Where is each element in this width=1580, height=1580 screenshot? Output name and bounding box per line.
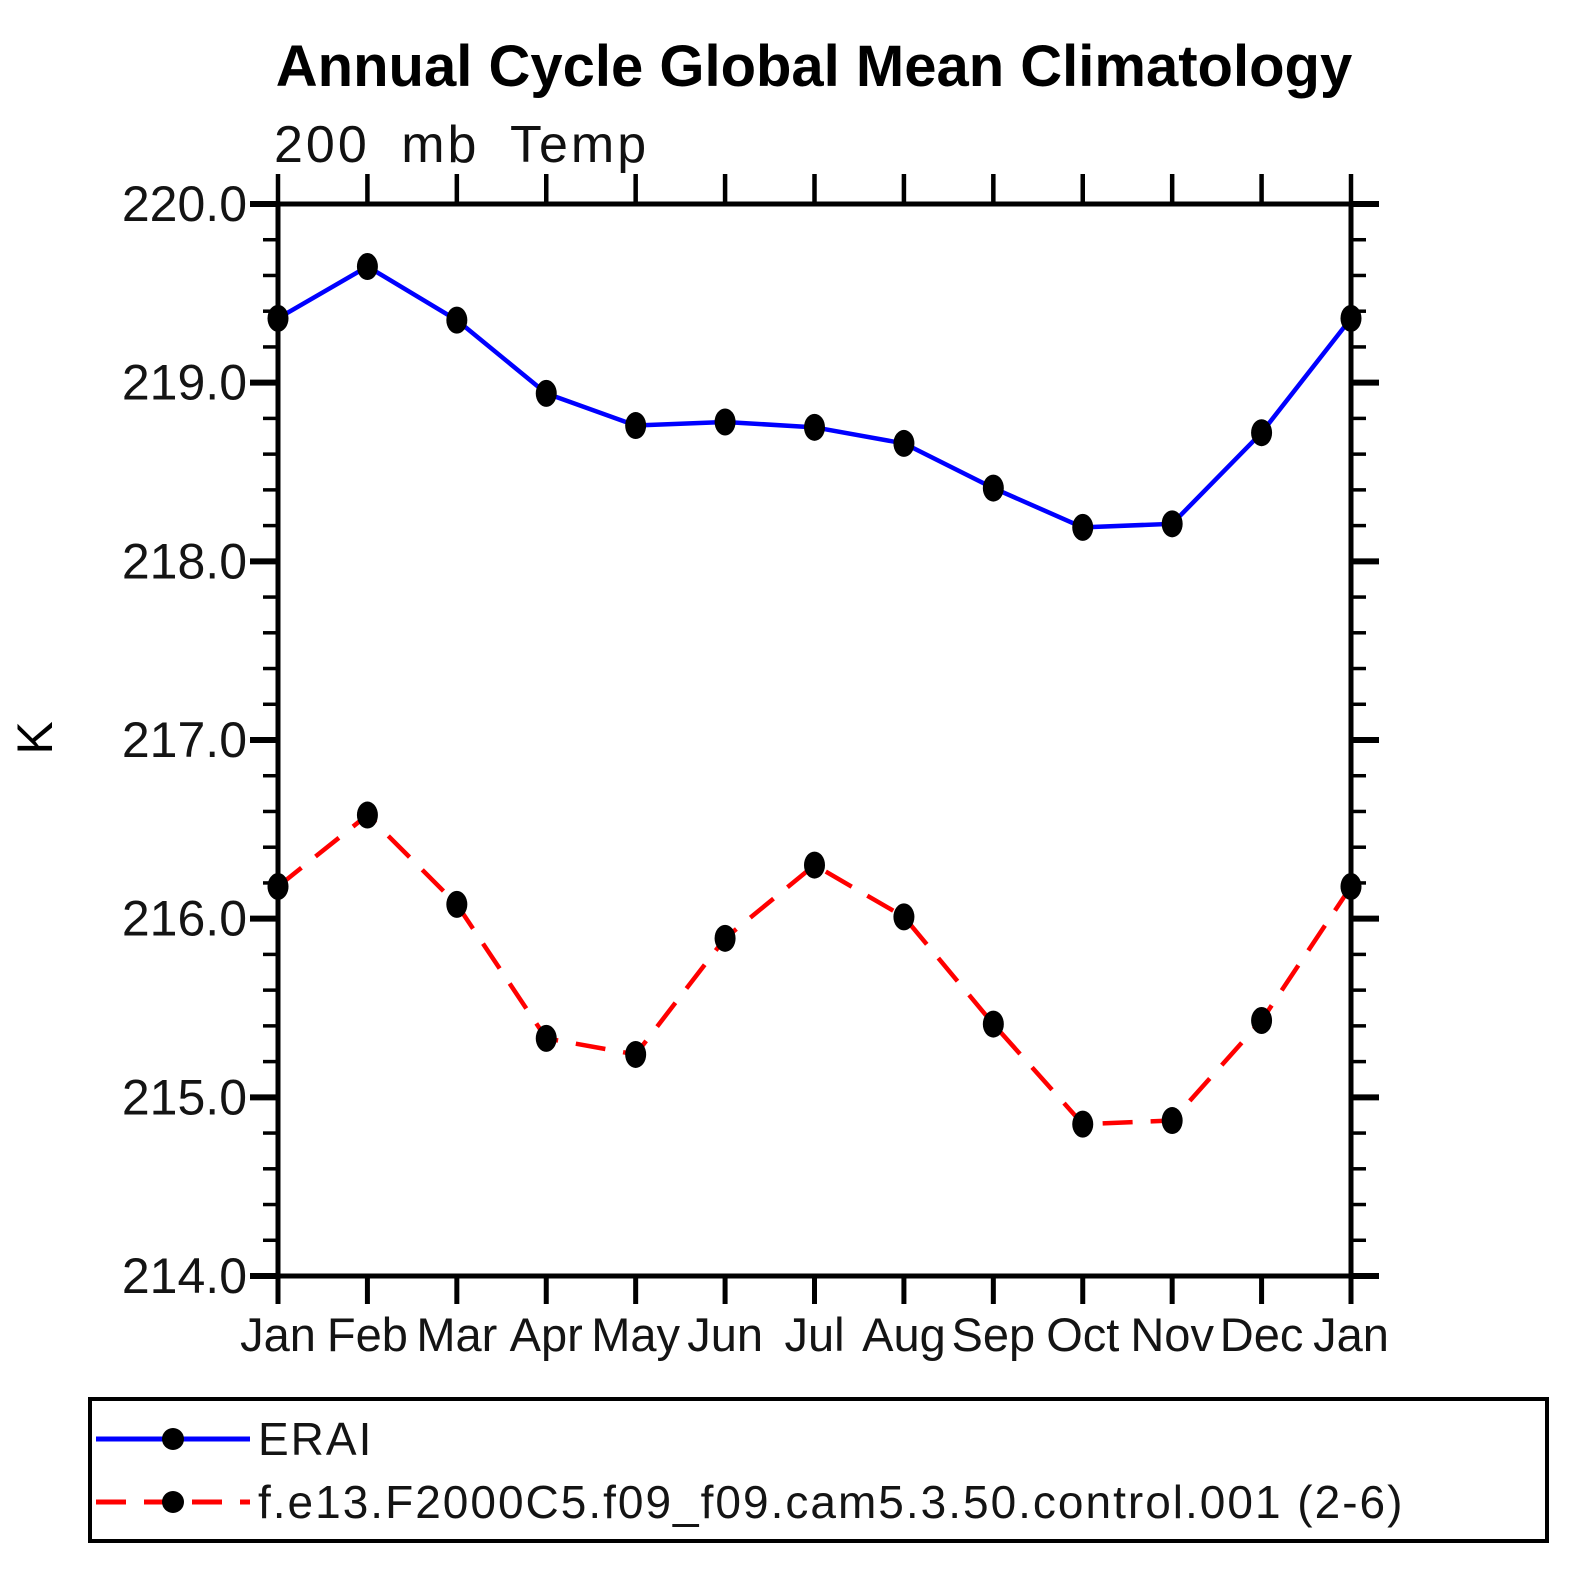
erai-marker-jan-0 xyxy=(267,304,289,332)
erai-marker-jul-6 xyxy=(804,413,825,441)
x-tick-labels: Jan Feb Mar Apr May Jun Jul Aug Sep Oct Nov Dec Jan xyxy=(240,1308,1389,1361)
model-marker-feb-1 xyxy=(356,801,378,829)
erai-marker-dec-11 xyxy=(1251,419,1273,447)
erai-marker-oct-9 xyxy=(1072,513,1094,541)
y-tick-label: 217.0 xyxy=(122,712,247,768)
x-tick-label: May xyxy=(591,1308,680,1361)
model-marker-jul-6 xyxy=(804,851,825,879)
x-tick-label: Mar xyxy=(416,1308,497,1361)
x-tick-label: Nov xyxy=(1130,1308,1214,1361)
x-tick-label: Jun xyxy=(687,1308,763,1361)
erai-marker-sep-8 xyxy=(982,474,1004,502)
model-marker-nov-10 xyxy=(1161,1107,1183,1135)
model-marker-dec-11 xyxy=(1251,1007,1273,1035)
x-tick-label: Jan xyxy=(1313,1308,1389,1361)
data-series xyxy=(267,253,1362,1138)
model-marker-jan-12 xyxy=(1340,873,1362,901)
legend-label-erai: ERAI xyxy=(258,1413,373,1465)
axis-ticks xyxy=(250,174,1379,1304)
erai-marker-mar-2 xyxy=(446,306,468,334)
y-tick-label: 219.0 xyxy=(122,355,247,411)
erai-marker-apr-3 xyxy=(535,379,557,407)
legend-marker-dot xyxy=(162,1428,184,1450)
erai-marker-aug-7 xyxy=(893,429,915,457)
model-marker-oct-9 xyxy=(1072,1110,1094,1138)
x-tick-label: Oct xyxy=(1046,1308,1119,1361)
erai-marker-feb-1 xyxy=(356,253,378,281)
erai-marker-jan-12 xyxy=(1340,304,1362,332)
legend: ERAI f.e13.F2000C5.f09_f09.cam5.3.50.con… xyxy=(88,1397,1549,1543)
x-tick-label: Dec xyxy=(1220,1308,1304,1361)
x-tick-label: Sep xyxy=(952,1308,1036,1361)
model-marker-jun-5 xyxy=(714,924,736,952)
legend-label-model: f.e13.F2000C5.f09_f09.cam5.3.50.control.… xyxy=(258,1476,1404,1528)
x-tick-label: Jul xyxy=(784,1308,844,1361)
plot-frame xyxy=(275,201,1354,1279)
chart-subtitle: 200 mb Temp xyxy=(274,116,649,174)
chart-title: Annual Cycle Global Mean Climatology xyxy=(276,34,1352,99)
y-tick-label: 214.0 xyxy=(122,1248,247,1304)
legend-item-erai: ERAI xyxy=(96,1413,373,1465)
legend-box xyxy=(88,1397,1549,1543)
y-axis-title: K xyxy=(7,721,63,754)
legend-marker-dot xyxy=(162,1491,184,1513)
model-marker-sep-8 xyxy=(982,1010,1004,1038)
model-marker-apr-3 xyxy=(535,1024,557,1052)
y-tick-label: 216.0 xyxy=(122,891,247,947)
x-tick-label: Aug xyxy=(862,1308,946,1361)
legend-item-model: f.e13.F2000C5.f09_f09.cam5.3.50.control.… xyxy=(96,1476,1404,1528)
y-tick-label: 215.0 xyxy=(122,1069,247,1125)
x-tick-label: Jan xyxy=(240,1308,316,1361)
x-tick-label: Apr xyxy=(510,1308,583,1361)
x-tick-label: Feb xyxy=(327,1308,408,1361)
model-marker-may-4 xyxy=(625,1040,647,1068)
model-marker-aug-7 xyxy=(893,903,915,931)
erai-marker-jun-5 xyxy=(714,408,736,436)
erai-marker-may-4 xyxy=(625,412,647,440)
y-tick-label: 218.0 xyxy=(122,533,247,589)
model-marker-mar-2 xyxy=(446,890,468,918)
y-tick-label: 220.0 xyxy=(122,176,247,232)
erai-marker-nov-10 xyxy=(1161,510,1183,538)
y-tick-labels: 214.0 215.0 216.0 217.0 218.0 219.0 220.0 xyxy=(122,176,247,1304)
erai-line xyxy=(276,264,1353,530)
model-marker-jan-0 xyxy=(267,873,289,901)
